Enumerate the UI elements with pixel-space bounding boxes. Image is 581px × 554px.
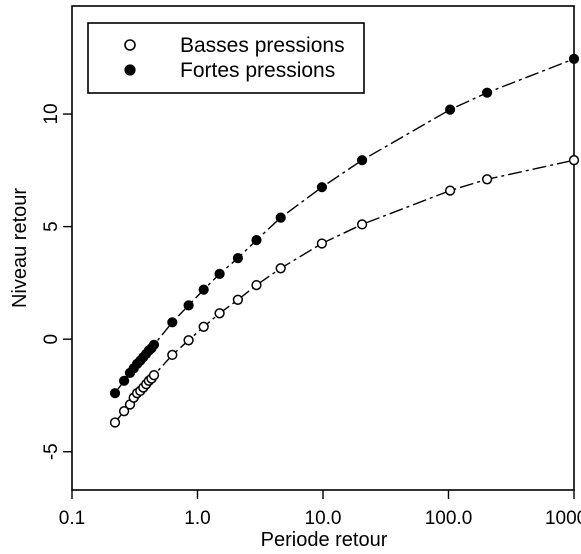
legend-label-basses-pressions: Basses pressions <box>180 34 345 57</box>
fortes-pressions-point-21 <box>482 87 493 98</box>
legend-label-fortes-pressions: Fortes pressions <box>180 59 335 82</box>
legend-marker-basses-pressions <box>124 39 136 51</box>
basses-pressions-point-11 <box>167 349 178 361</box>
fortes-pressions-point-22 <box>568 53 580 65</box>
fortes-pressions-point-1 <box>119 375 130 386</box>
fortes-pressions-point-10 <box>148 339 160 350</box>
fortes-pressions-point-16 <box>251 235 262 246</box>
legend-marker-fortes-pressions <box>124 64 136 76</box>
y-axis: -5 0 5 10 <box>41 103 72 460</box>
legend-box <box>87 22 365 94</box>
y-tick-label-3: 10 <box>41 103 62 124</box>
basses-pressions-point-19 <box>356 219 368 230</box>
fortes-pressions-point-15 <box>232 253 243 264</box>
basses-pressions-point-15 <box>232 294 244 305</box>
data-points <box>109 53 580 428</box>
basses-pressions-point-1 <box>118 406 130 417</box>
x-axis-label: Periode retour <box>261 529 388 551</box>
series-line-0 <box>114 159 575 423</box>
basses-pressions-point-17 <box>275 263 286 274</box>
y-tick-label-0: -5 <box>41 443 62 460</box>
fortes-pressions-point-18 <box>316 182 327 193</box>
fortes-pressions-point-0 <box>109 388 121 399</box>
series-lines <box>114 58 575 423</box>
fortes-pressions-point-13 <box>198 284 209 295</box>
x-tick-label-3: 100.0 <box>425 508 473 529</box>
fortes-pressions-point-17 <box>275 212 286 223</box>
x-tick-label-2: 10.0 <box>305 508 342 529</box>
y-axis-label: Niveau retour <box>9 188 31 308</box>
basses-pressions-point-16 <box>251 279 262 291</box>
basses-pressions-point-12 <box>183 335 194 346</box>
x-axis: 0.1 1.0 10.0 100.0 1000.0 <box>59 490 581 529</box>
basses-pressions-point-22 <box>568 155 580 166</box>
basses-pressions-point-21 <box>481 174 493 185</box>
basses-pressions-point-13 <box>198 321 209 332</box>
basses-pressions-point-18 <box>316 238 328 249</box>
basses-pressions-point-20 <box>444 185 456 196</box>
x-tick-label-4: 1000.0 <box>545 508 581 529</box>
x-tick-label-1: 1.0 <box>184 508 210 529</box>
x-tick-label-0: 0.1 <box>59 508 85 529</box>
fortes-pressions-point-12 <box>183 300 194 311</box>
fortes-pressions-point-19 <box>357 155 368 166</box>
fortes-pressions-point-20 <box>445 104 456 115</box>
y-tick-label-1: 0 <box>41 334 62 345</box>
fortes-pressions-point-14 <box>214 268 225 279</box>
basses-pressions-point-14 <box>214 308 225 319</box>
basses-pressions-point-10 <box>148 370 160 381</box>
legend: Basses pressions Fortes pressions <box>87 22 365 94</box>
fortes-pressions-point-11 <box>167 317 178 328</box>
y-tick-label-2: 5 <box>41 221 62 232</box>
series-line-1 <box>114 58 575 394</box>
basses-pressions-point-0 <box>109 417 121 428</box>
